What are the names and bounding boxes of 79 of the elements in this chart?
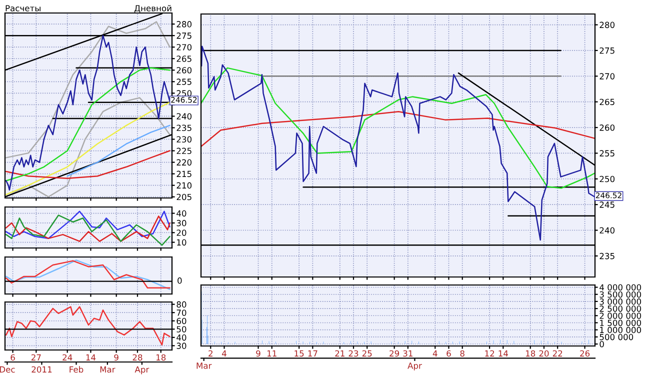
x-tick-label: 25 [362, 350, 372, 357]
y-tick-label: 70 [176, 310, 186, 316]
y-tick-label: 0 [600, 340, 604, 348]
y-tick-label: 270 [176, 44, 192, 50]
x2-tick-label: Mar [100, 366, 116, 373]
x-tick-label: 8 [460, 350, 464, 357]
y-tick-label: 275 [176, 32, 192, 39]
y-tick-label: 225 [176, 148, 192, 154]
y-tick-label: 260 [600, 124, 615, 131]
y-tick-label: 235 [176, 124, 192, 132]
x2-tick-label: Mar [196, 362, 212, 369]
y-tick-label: 210 [176, 182, 192, 189]
y-tick-label: 2 000 000 [600, 312, 642, 319]
y-tick-label: 1 000 000 [600, 326, 642, 334]
x-tick-label: 21 [335, 350, 344, 356]
x-tick-label: 12 [485, 350, 494, 356]
x-tick-label: 11 [267, 350, 276, 356]
y-tick-label: 30 [176, 342, 186, 349]
x-tick-label: 27 [31, 354, 41, 360]
y-tick-label: 3 000 000 [600, 298, 642, 305]
x-tick-label: 14 [498, 350, 508, 356]
y-tick-label: 10 [177, 239, 186, 246]
x-tick-label: 6 [446, 350, 451, 357]
y-tick-label: 3 500 000 [600, 291, 642, 298]
x2-tick-label: 2011 [32, 366, 52, 373]
y-tick-label: 255 [176, 78, 192, 85]
y-tick-label: 215 [176, 170, 192, 178]
y-tick-label: 50 [176, 326, 186, 332]
x-tick-label: 9 [114, 354, 118, 361]
x-tick-label: 29 [390, 350, 400, 357]
x-tick-label: 18 [526, 350, 536, 357]
chart-title: Расчеты [6, 5, 40, 12]
y-tick-label: 265 [176, 56, 192, 62]
y-tick-label: 205 [176, 194, 192, 200]
y-tick-label: 260 [176, 67, 192, 74]
y-tick-label: 240 [176, 113, 192, 120]
x-tick-label: 18 [156, 354, 166, 361]
y-tick-label: 230 [176, 136, 192, 143]
y-tick-label: 280 [176, 21, 192, 28]
x-tick-label: 9 [256, 350, 260, 357]
x-tick-label: 22 [552, 350, 562, 356]
x-tick-label: 4 [432, 350, 438, 356]
y-tick-label: 280 [600, 22, 615, 28]
y-tick-label: 270 [600, 73, 615, 80]
y-tick-label: 265 [600, 98, 614, 106]
y-tick-label: 80 [176, 301, 186, 308]
chart-subtitle: Дневной [134, 4, 172, 13]
y-tick-label: 60 [176, 318, 186, 324]
y-tick-label: 255 [600, 150, 614, 156]
x-tick-label: 24 [62, 354, 72, 360]
y-tick-label: 245 [600, 202, 614, 208]
x-tick-label: 6 [10, 354, 15, 361]
y-tick-label: 4 000 000 [600, 284, 642, 291]
y-tick-label: 40 [176, 210, 186, 217]
y-tick-label: 1 500 000 [600, 320, 642, 326]
x2-tick-label: Feb [70, 366, 84, 373]
y-tick-label: 30 [176, 220, 186, 226]
x-tick-label: 17 [308, 350, 318, 356]
x-tick-label: 2 [208, 350, 212, 356]
y-tick-label: 240 [600, 227, 615, 234]
x2-tick-label: Apr [134, 366, 150, 374]
y-tick-label: 500 000 [600, 334, 634, 340]
y-tick-label: 235 [600, 252, 614, 260]
x-tick-label: 23 [348, 350, 358, 357]
y-tick-label: 20 [176, 230, 186, 236]
x2-tick-label: Dec [0, 366, 15, 373]
x-tick-label: 31 [403, 350, 412, 357]
x-tick-label: 26 [580, 350, 590, 357]
x-tick-label: 20 [539, 350, 549, 357]
y-tick-label: 275 [600, 47, 614, 54]
y-tick-label: 2 500 000 [600, 306, 642, 312]
x2-tick-label: Apr [408, 362, 422, 370]
x-tick-label: 14 [86, 354, 96, 360]
x-tick-label: 15 [294, 350, 304, 357]
y-tick-label: 40 [176, 334, 186, 341]
y-tick-label: 220 [176, 159, 192, 166]
y-tick-label: 250 [600, 176, 615, 182]
x-tick-label: 4 [222, 350, 226, 356]
x-tick-label: 28 [132, 354, 142, 361]
